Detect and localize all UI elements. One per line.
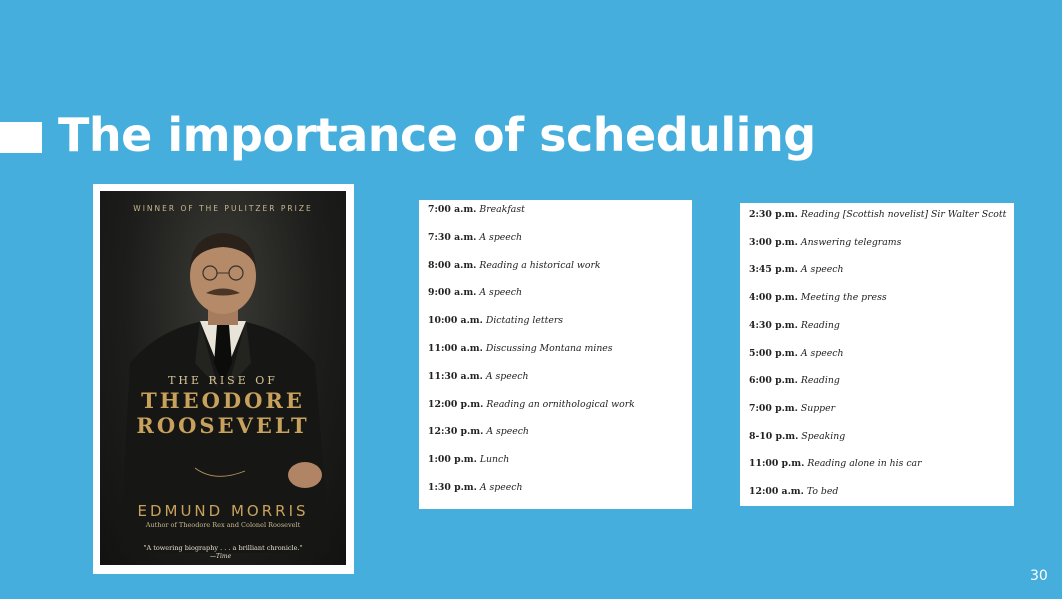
schedule-time: 2:30 p.m. [749, 209, 798, 220]
schedule-row: 11:00 a.m. Discussing Montana mines [428, 343, 613, 354]
schedule-time: 6:00 p.m. [749, 375, 798, 387]
schedule-activity: Reading an ornithological work [486, 398, 635, 410]
title-marker [0, 122, 42, 153]
schedule-time: 9:00 a.m. [428, 287, 477, 299]
schedule-time: 12:30 p.m. [428, 426, 484, 438]
schedule-activity: To bed [806, 486, 839, 497]
schedule-activity: Supper [800, 402, 836, 414]
book-quote-source: —Time [210, 553, 232, 560]
schedule-activity: A speech [486, 426, 529, 438]
schedule-row: 8:00 a.m. Reading a historical work [428, 260, 601, 271]
schedule-row: 7:00 a.m. Breakfast [428, 204, 525, 215]
book-title-line: ROOSEVELT [136, 413, 310, 438]
schedule-time: 1:30 p.m. [428, 482, 477, 493]
schedule-row: 12:00 a.m. To bed [749, 486, 838, 497]
schedule-time: 11:00 a.m. [428, 343, 483, 354]
book-cover: WINNER OF THE PULITZER PRIZE THE RISE OF… [100, 191, 346, 565]
schedule-activity: A speech [485, 370, 529, 382]
book-prize-label: WINNER OF THE PULITZER PRIZE [133, 204, 313, 213]
schedule-panel-morning: 7:00 a.m. Breakfast 7:30 a.m. A speech 8:0… [419, 200, 692, 509]
schedule-activity: Answering telegrams [800, 236, 902, 248]
book-title-line: THEODORE [141, 388, 305, 413]
schedule-row: 4:00 p.m. Meeting the press [749, 292, 887, 303]
schedule-row: 8-10 p.m. Speaking [749, 431, 845, 442]
schedule-time: 8-10 p.m. [749, 430, 799, 442]
schedule-activity: Breakfast [479, 204, 525, 215]
schedule-time: 11:30 a.m. [428, 370, 483, 382]
schedule-row: 7:00 p.m. Supper [749, 403, 835, 414]
book-quote: "A towering biography . . . a brilliant … [143, 544, 303, 552]
schedule-activity: Speaking [801, 430, 846, 442]
book-author: EDMUND MORRIS [137, 502, 309, 520]
schedule-time: 8:00 a.m. [428, 259, 477, 271]
schedule-row: 4:30 p.m. Reading [749, 320, 840, 331]
schedule-time: 3:45 p.m. [749, 264, 798, 276]
schedule-time: 5:00 p.m. [749, 347, 798, 359]
schedule-time: 12:00 p.m. [428, 398, 484, 410]
schedule-row: 1:30 p.m. A speech [428, 482, 522, 493]
schedule-row: 1:00 p.m. Lunch [428, 454, 509, 465]
schedule-time: 10:00 a.m. [428, 315, 483, 327]
schedule-activity: Reading a historical work [479, 259, 601, 271]
schedule-activity: A speech [800, 347, 844, 359]
schedule-row: 11:00 p.m. Reading alone in his car [749, 458, 922, 469]
schedule-activity: Meeting the press [800, 292, 887, 304]
schedule-row: 2:30 p.m. Reading [Scottish novelist] Si… [749, 209, 1006, 220]
schedule-row: 12:30 p.m. A speech [428, 426, 529, 437]
schedule-row: 6:00 p.m. Reading [749, 375, 840, 386]
schedule-activity: A speech [800, 264, 844, 276]
schedule-row: 10:00 a.m. Dictating letters [428, 315, 563, 326]
schedule-time: 7:00 a.m. [428, 204, 477, 215]
schedule-row: 12:00 p.m. Reading an ornithological wor… [428, 399, 635, 410]
schedule-activity: Discussing Montana mines [485, 343, 613, 354]
schedule-row: 7:30 a.m. A speech [428, 232, 522, 243]
schedule-time: 7:30 a.m. [428, 231, 477, 243]
schedule-row: 5:00 p.m. A speech [749, 348, 843, 359]
schedule-row: 11:30 a.m. A speech [428, 371, 528, 382]
schedule-activity: A speech [479, 231, 522, 243]
page-number: 30 [1030, 568, 1048, 584]
schedule-time: 1:00 p.m. [428, 454, 477, 466]
schedule-activity: Reading alone in his car [807, 458, 922, 470]
schedule-time: 4:00 p.m. [749, 292, 798, 304]
schedule-time: 3:00 p.m. [749, 236, 798, 248]
schedule-time: 12:00 a.m. [749, 486, 804, 497]
book-author-subtitle: Author of Theodore Rex and Colonel Roose… [145, 521, 301, 529]
schedule-activity: Dictating letters [485, 315, 564, 327]
schedule-time: 7:00 p.m. [749, 402, 798, 414]
schedule-row: 3:00 p.m. Answering telegrams [749, 237, 901, 248]
schedule-activity: Reading [800, 375, 840, 387]
schedule-row: 9:00 a.m. A speech [428, 287, 522, 298]
book-cover-image: WINNER OF THE PULITZER PRIZE THE RISE OF… [93, 184, 354, 574]
schedule-activity: Reading [Scottish novelist] Sir Walter S… [800, 209, 1007, 220]
portrait-illustration [120, 233, 330, 553]
schedule-activity: Lunch [479, 454, 510, 466]
schedule-panel-evening: 2:30 p.m. Reading [Scottish novelist] Si… [740, 203, 1014, 506]
schedule-activity: A speech [479, 482, 523, 493]
schedule-row: 3:45 p.m. A speech [749, 264, 843, 275]
schedule-activity: Reading [800, 319, 840, 331]
schedule-time: 11:00 p.m. [749, 458, 805, 470]
schedule-activity: A speech [479, 287, 522, 299]
book-title-small: THE RISE OF [168, 374, 278, 387]
slide-title: The importance of scheduling [58, 108, 816, 162]
schedule-time: 4:30 p.m. [749, 319, 798, 331]
